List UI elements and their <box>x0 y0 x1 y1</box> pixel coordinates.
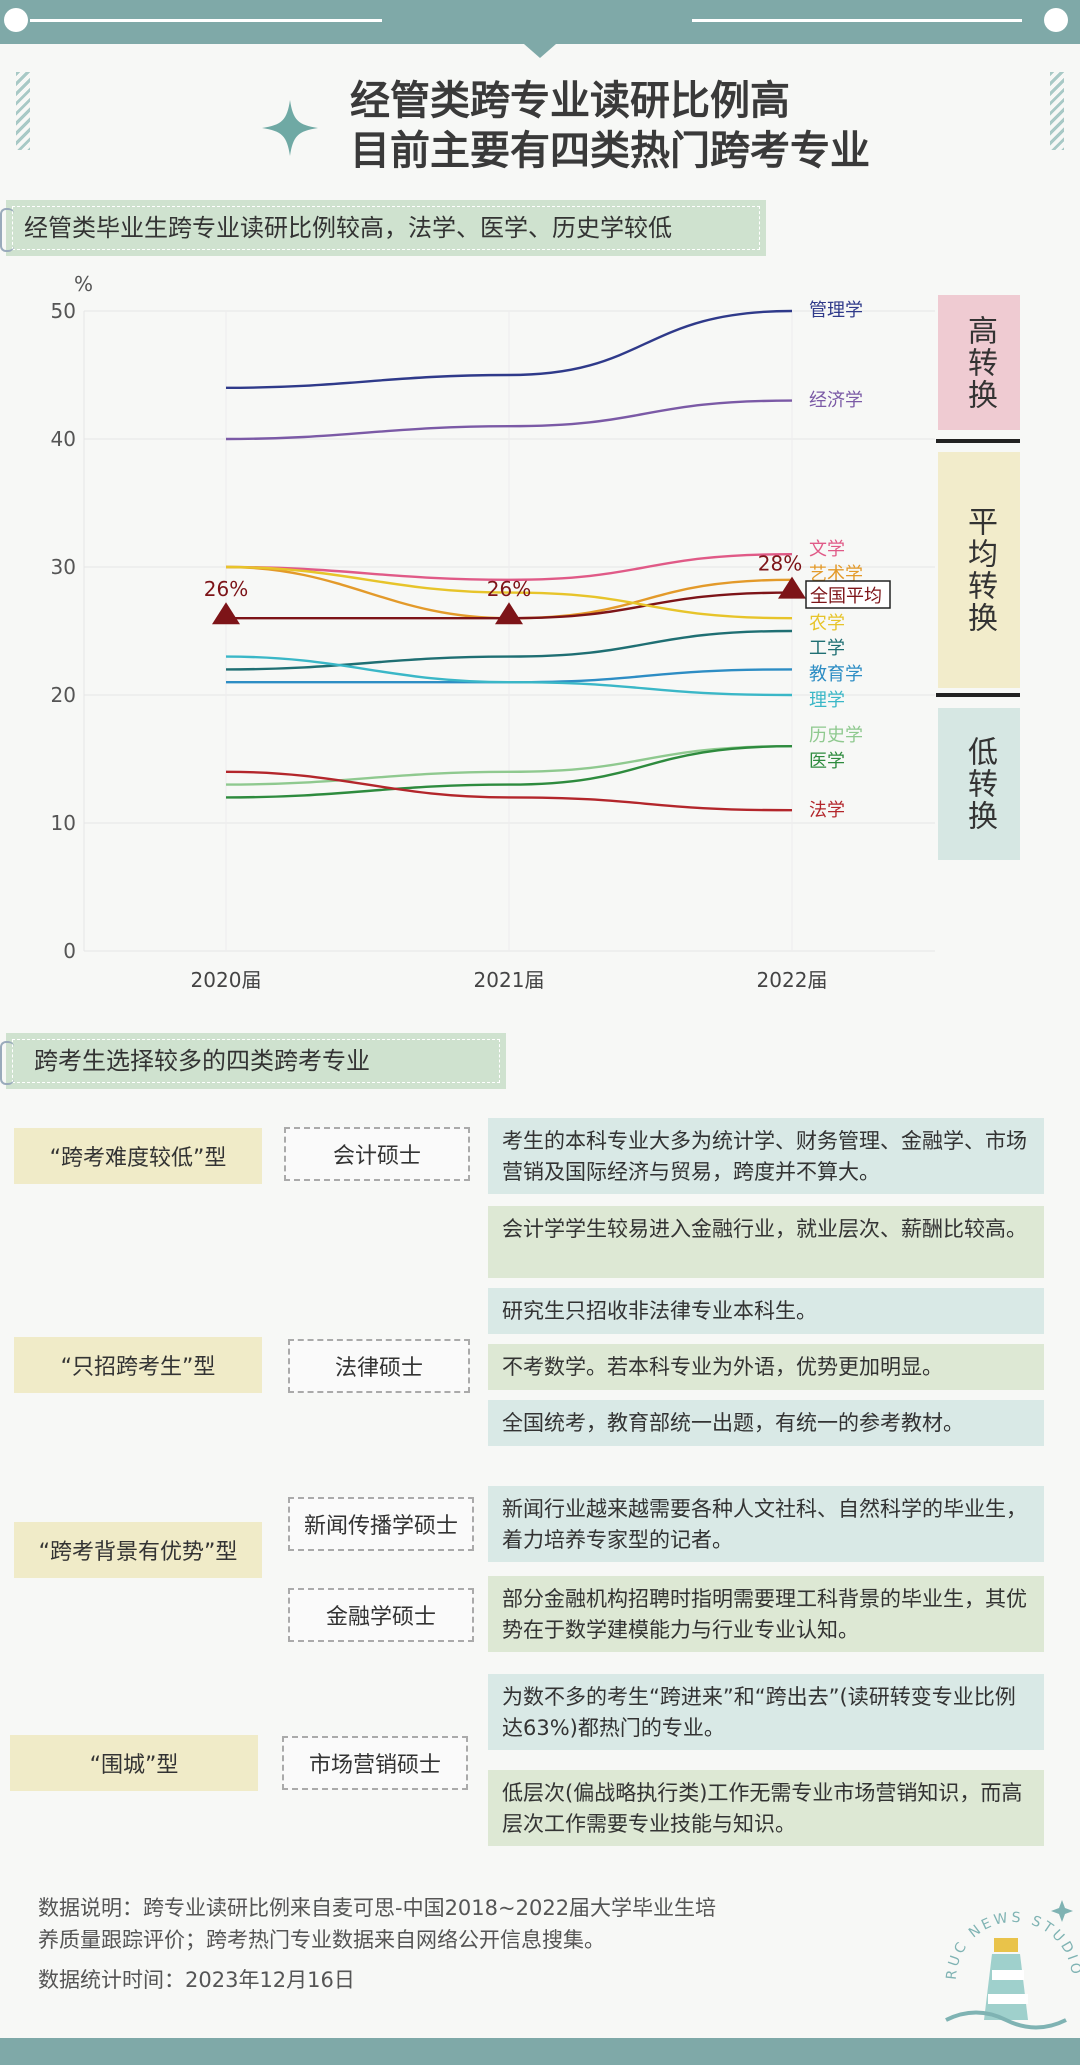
y-tick-label: 20 <box>51 683 76 707</box>
series-label: 教育学 <box>809 664 863 685</box>
desc-1-1: 考生的本科专业大多为统计学、财务管理、金融学、市场营销及国际经济与贸易，跨度并不… <box>488 1118 1044 1194</box>
page-title: 经管类跨专业读研比例高 目前主要有四类热门跨考专业 <box>350 76 870 176</box>
x-tick-label: 2020届 <box>191 968 262 992</box>
category-divider-1 <box>936 439 1020 443</box>
y-tick-label: 50 <box>51 299 76 323</box>
section-heading-chart: 经管类毕业生跨专业读研比例较高，法学、医学、历史学较低 <box>0 200 766 256</box>
series-label: 管理学 <box>809 300 863 321</box>
desc-3-1: 新闻行业越来越需要各种人文社科、自然科学的毕业生，着力培养专家型的记者。 <box>488 1486 1044 1562</box>
series-label: 历史学 <box>809 725 863 746</box>
data-label: 28% <box>758 552 802 576</box>
y-tick-label: 0 <box>63 939 76 963</box>
series-marker <box>212 602 240 625</box>
series-line-管理学 <box>225 309 793 389</box>
page-title-line2: 目前主要有四类热门跨考专业 <box>350 128 870 174</box>
series-line-文学 <box>225 553 793 582</box>
banner-line-right <box>692 19 1022 22</box>
type-label-3: “跨考背景有优势”型 <box>14 1522 262 1578</box>
degree-box-2: 法律硕士 <box>288 1339 470 1393</box>
y-tick-label: 30 <box>51 555 76 579</box>
category-avg-box: 平均转换 <box>938 452 1020 688</box>
series-label: 理学 <box>809 690 845 711</box>
y-axis-ticks: 0 10 20 30 40 50 <box>51 299 76 963</box>
desc-4-2: 低层次(偏战略执行类)工作无需专业市场营销知识，而高层次工作需要专业技能与知识。 <box>488 1770 1044 1846</box>
lighthouse-logo-icon: RUC NEWS STUDIO <box>944 1900 1080 2030</box>
series-label: 文学 <box>809 539 845 560</box>
degree-box-3b: 金融学硕士 <box>288 1588 474 1642</box>
desc-2-3: 全国统考，教育部统一出题，有统一的参考教材。 <box>488 1400 1044 1446</box>
desc-4-1: 为数不多的考生“跨进来”和“跨出去”(读研转变专业比例达63%)都热门的专业。 <box>488 1674 1044 1750</box>
series-line-法学 <box>225 770 793 812</box>
type-label-1: “跨考难度较低”型 <box>14 1128 262 1184</box>
chart-markers: 26% 26% 28% <box>204 552 806 625</box>
section-heading-border-2 <box>12 1039 500 1083</box>
desc-2-2: 不考数学。若本科专业为外语，优势更加明显。 <box>488 1344 1044 1390</box>
desc-1-2: 会计学学生较易进入金融行业，就业层次、薪酬比较高。 <box>488 1206 1044 1278</box>
top-banner <box>0 0 1080 58</box>
series-label: 工学 <box>809 638 845 659</box>
series-label: 全国平均 <box>810 586 882 607</box>
clip-icon <box>0 208 14 252</box>
hatch-decoration-right <box>1050 72 1064 150</box>
type-label-4: “围城”型 <box>10 1735 258 1791</box>
data-label: 26% <box>487 577 531 601</box>
type-label-2: “只招跨考生”型 <box>14 1337 262 1393</box>
section-heading-border <box>12 206 760 250</box>
series-label: 艺术学 <box>809 564 863 585</box>
category-avg-label: 平均转换 <box>962 506 997 634</box>
series-label: 医学 <box>809 751 845 772</box>
x-axis-ticks: 2020届 2021届 2022届 <box>191 968 828 992</box>
desc-2-1: 研究生只招收非法律专业本科生。 <box>488 1288 1044 1334</box>
degree-box-1: 会计硕士 <box>284 1127 470 1181</box>
category-low-box: 低转换 <box>938 708 1020 860</box>
series-line-历史学 <box>225 745 793 786</box>
degree-box-4: 市场营销硕士 <box>282 1736 468 1790</box>
series-label-box <box>805 580 891 609</box>
degree-box-3a: 新闻传播学硕士 <box>288 1497 474 1551</box>
series-label: 经济学 <box>809 390 863 411</box>
hatch-decoration-left <box>16 72 30 150</box>
note-line-2: 养质量跟踪评价；跨考热门专业数据来自网络公开信息搜集。 <box>38 1928 605 1952</box>
category-divider-2 <box>936 693 1020 697</box>
section-heading-types-text: 跨考生选择较多的四类跨考专业 <box>34 1047 370 1075</box>
data-label: 26% <box>204 577 248 601</box>
series-line-医学 <box>225 745 793 799</box>
banner-dot-right <box>1044 8 1068 32</box>
chart-series <box>225 309 793 812</box>
series-line-理学 <box>225 655 793 697</box>
banner-dot-left <box>4 8 28 32</box>
sparkle-icon <box>262 100 318 156</box>
series-label: 农学 <box>809 613 845 634</box>
y-tick-label: 10 <box>51 811 76 835</box>
category-high-box: 高转换 <box>938 295 1020 430</box>
note-line-1: 数据说明：跨专业读研比例来自麦可思-中国2018~2022届大学毕业生培 <box>38 1896 717 1920</box>
clip-icon-2 <box>0 1041 14 1085</box>
bottom-banner <box>0 2038 1080 2065</box>
series-marker <box>778 576 806 599</box>
series-label: 法学 <box>809 800 845 821</box>
series-line-经济学 <box>225 399 793 441</box>
chart-grid <box>83 310 935 952</box>
category-high-label: 高转换 <box>962 314 997 411</box>
x-tick-label: 2021届 <box>474 968 545 992</box>
y-tick-label: 40 <box>51 427 76 451</box>
section-heading-types: 跨考生选择较多的四类跨考专业 <box>0 1033 506 1089</box>
series-line-工学 <box>225 629 793 671</box>
series-marker <box>495 602 523 625</box>
desc-3-2: 部分金融机构招聘时指明需要理工科背景的毕业生，其优势在于数学建模能力与行业专业认… <box>488 1576 1044 1652</box>
banner-line-left <box>30 19 382 22</box>
page-title-line1: 经管类跨专业读研比例高 <box>350 78 790 124</box>
series-line-农学 <box>225 565 793 620</box>
section-heading-chart-text: 经管类毕业生跨专业读研比例较高，法学、医学、历史学较低 <box>24 214 672 242</box>
x-tick-label: 2022届 <box>757 968 828 992</box>
banner-notch <box>524 44 556 58</box>
y-axis-unit: % <box>74 272 93 296</box>
note-line-3: 数据统计时间：2023年12月16日 <box>38 1968 355 1992</box>
category-low-label: 低转换 <box>962 736 997 832</box>
